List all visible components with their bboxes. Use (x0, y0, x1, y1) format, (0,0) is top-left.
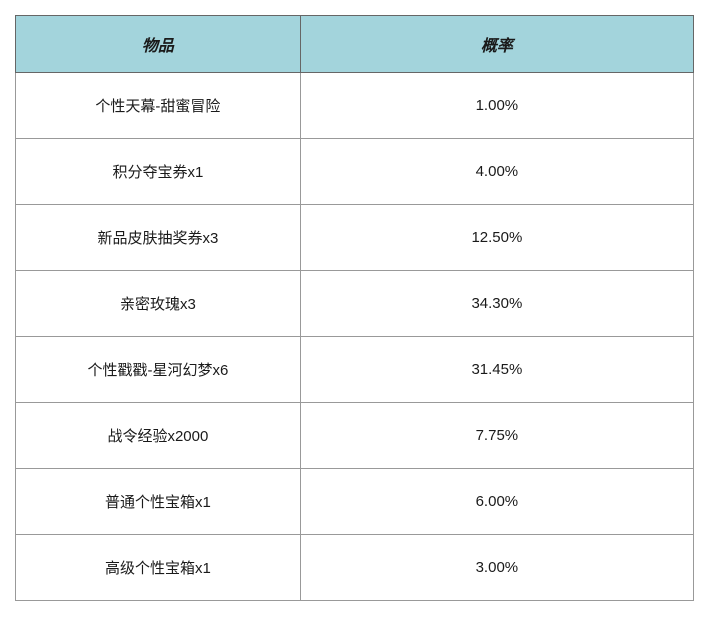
cell-rate: 12.50% (300, 205, 693, 271)
table-row: 个性天幕-甜蜜冒险 1.00% (16, 73, 694, 139)
cell-rate: 31.45% (300, 337, 693, 403)
table-header: 物品 概率 (16, 16, 694, 73)
cell-rate: 4.00% (300, 139, 693, 205)
column-header-item: 物品 (16, 16, 301, 73)
cell-rate: 1.00% (300, 73, 693, 139)
table-row: 亲密玫瑰x3 34.30% (16, 271, 694, 337)
table-row: 战令经验x2000 7.75% (16, 403, 694, 469)
table-body: 个性天幕-甜蜜冒险 1.00% 积分夺宝券x1 4.00% 新品皮肤抽奖券x3 … (16, 73, 694, 601)
cell-item: 亲密玫瑰x3 (16, 271, 301, 337)
cell-item: 积分夺宝券x1 (16, 139, 301, 205)
cell-item: 高级个性宝箱x1 (16, 535, 301, 601)
column-header-rate: 概率 (300, 16, 693, 73)
cell-rate: 7.75% (300, 403, 693, 469)
table-row: 个性戳戳-星河幻梦x6 31.45% (16, 337, 694, 403)
cell-item: 普通个性宝箱x1 (16, 469, 301, 535)
cell-item: 个性天幕-甜蜜冒险 (16, 73, 301, 139)
cell-item: 新品皮肤抽奖券x3 (16, 205, 301, 271)
cell-rate: 34.30% (300, 271, 693, 337)
table-row: 积分夺宝券x1 4.00% (16, 139, 694, 205)
table-row: 普通个性宝箱x1 6.00% (16, 469, 694, 535)
table-row: 新品皮肤抽奖券x3 12.50% (16, 205, 694, 271)
table-row: 高级个性宝箱x1 3.00% (16, 535, 694, 601)
cell-item: 战令经验x2000 (16, 403, 301, 469)
probability-table-container: 物品 概率 个性天幕-甜蜜冒险 1.00% 积分夺宝券x1 4.00% 新品皮肤… (15, 15, 694, 601)
cell-item: 个性戳戳-星河幻梦x6 (16, 337, 301, 403)
cell-rate: 3.00% (300, 535, 693, 601)
probability-table: 物品 概率 个性天幕-甜蜜冒险 1.00% 积分夺宝券x1 4.00% 新品皮肤… (15, 15, 694, 601)
table-header-row: 物品 概率 (16, 16, 694, 73)
cell-rate: 6.00% (300, 469, 693, 535)
